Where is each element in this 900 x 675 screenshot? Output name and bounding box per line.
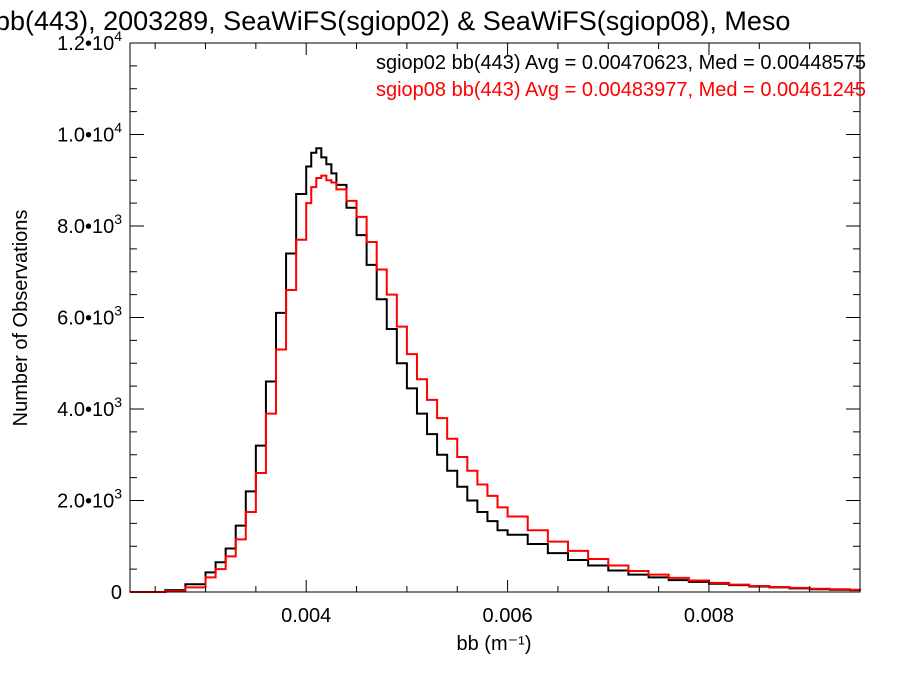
series-line-sgiop08 (130, 174, 861, 593)
y-tick-label: 8.0•103 (57, 211, 122, 238)
chart-title: bb(443), 2003289, SeaWiFS(sgiop02) & Sea… (0, 6, 790, 36)
y-tick-label: 0 (111, 582, 122, 604)
y-tick-label: 2.0•103 (57, 486, 122, 513)
series-layer (130, 147, 861, 593)
plot-frame (129, 42, 861, 593)
axis-layer: 0.004 0.006 0.008 0 2.0•103 4.0•103 6.0•103 8.0… (57, 28, 861, 627)
y-tick-label: 6.0•103 (57, 303, 122, 330)
legend-entry-sgiop08: sgiop08 bb(443) Avg = 0.00483977, Med = … (376, 79, 866, 101)
x-tick-label: 0.004 (281, 605, 331, 627)
y-tick-label: 1.0•104 (57, 120, 122, 147)
legend-entry-sgiop02: sgiop02 bb(443) Avg = 0.00470623, Med = … (376, 52, 866, 74)
x-axis-label: bb (m⁻¹) (457, 633, 532, 655)
y-tick-label: 1.2•104 (57, 28, 122, 55)
x-tick-label: 0.006 (483, 605, 533, 627)
x-tick-label: 0.008 (684, 605, 734, 627)
y-tick-label: 4.0•103 (57, 394, 122, 421)
series-line-sgiop02 (130, 147, 861, 593)
y-axis-label: Number of Observations (10, 210, 32, 427)
